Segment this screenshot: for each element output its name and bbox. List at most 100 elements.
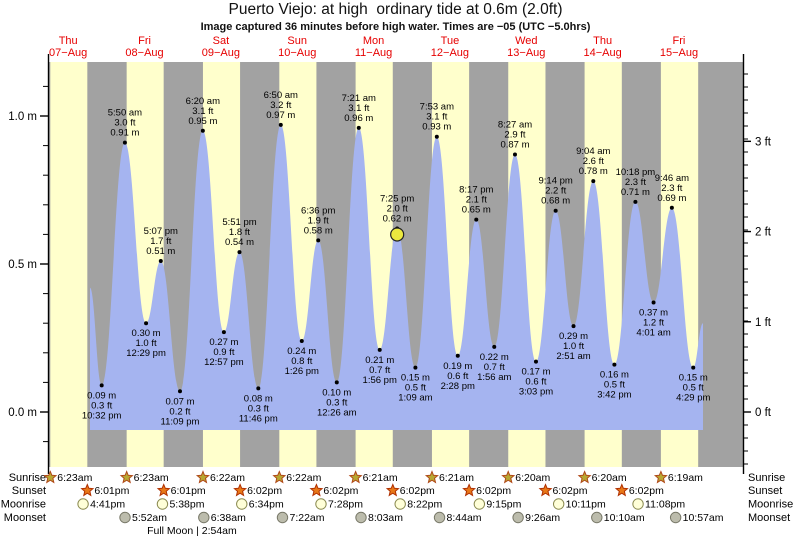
tide-annotation: 2.3 ft	[661, 183, 682, 194]
tide-annotation: 0.3 ft	[326, 397, 347, 408]
tide-extreme-dot	[144, 321, 149, 326]
tide-annotation: 1.9 ft	[308, 215, 329, 226]
sunrise-icon	[195, 470, 210, 484]
moonset-icon	[512, 511, 524, 524]
moonrise-time: 8:22pm	[407, 499, 442, 511]
sunset-time: 6:02pm	[476, 485, 511, 497]
day-label: Wed	[515, 35, 537, 47]
tide-annotation: 6:20 am	[186, 96, 220, 107]
tide-annotation: 0.97 m	[266, 110, 295, 121]
moonrise-time: 7:28pm	[328, 499, 363, 511]
moonrise-icon	[77, 498, 89, 510]
moonset-time: 5:52am	[132, 512, 167, 524]
tide-extreme-dot	[633, 199, 638, 204]
sunset-icon	[233, 483, 248, 497]
tide-annotation: 10:18 pm	[616, 167, 656, 178]
tide-annotation: 0.93 m	[422, 122, 451, 133]
tide-annotation: 0.5 ft	[405, 383, 426, 394]
tide-annotation: 5:51 pm	[222, 217, 256, 228]
tide-annotation: 0.5 ft	[683, 383, 704, 394]
tide-annotation: 0.08 m	[244, 393, 273, 404]
tide-annotation: 0.7 ft	[369, 365, 390, 376]
tide-annotation: 0.21 m	[365, 355, 394, 366]
sunrise-icon	[424, 470, 439, 484]
day-headers: Thu07−AugFri08−AugSat09−AugSun10−AugMon1…	[49, 35, 698, 59]
tide-annotation: 0.07 m	[165, 396, 194, 407]
astro-row-label-right: Sunrise	[748, 472, 785, 484]
tide-extreme-dot	[492, 344, 497, 349]
moonset-time: 10:10am	[604, 512, 645, 524]
tide-extreme-dot	[474, 217, 479, 222]
tide-annotation: 0.54 m	[225, 237, 254, 248]
astro-row-label-left: Moonrise	[1, 499, 46, 511]
tide-annotation: 12:26 am	[317, 407, 357, 418]
tide-annotation: 3.1 ft	[348, 103, 369, 114]
tide-extreme-dot	[122, 140, 127, 145]
moonrise-time: 9:15pm	[486, 499, 521, 511]
right-axis-tick-label: 2 ft	[755, 227, 772, 239]
day-date-label: 13−Aug	[507, 47, 545, 59]
day-label: Fri	[673, 35, 686, 47]
tide-extreme-dot	[691, 365, 696, 370]
sunset-time: 6:02pm	[400, 485, 435, 497]
astro-row-label-left: Sunrise	[9, 472, 46, 484]
tide-annotation: 1:09 am	[398, 393, 432, 404]
moonrise-icon	[236, 498, 248, 510]
tide-annotation: 3:42 pm	[597, 390, 631, 401]
tide-annotation: 7:21 am	[342, 93, 376, 104]
sunset-time: 6:02pm	[629, 485, 664, 497]
tide-annotation: 0.37 m	[639, 307, 668, 318]
tide-annotation: 0.15 m	[401, 373, 430, 384]
tide-annotation: 3.1 ft	[192, 106, 213, 117]
moonrise-icon	[156, 498, 169, 510]
right-axis-tick-label: 0 ft	[755, 407, 772, 419]
tide-annotation: 3.0 ft	[114, 118, 135, 129]
moonrise-time: 10:11pm	[566, 499, 606, 511]
tide-annotation: 9:04 am	[576, 146, 610, 157]
tide-annotation: 7:53 am	[420, 102, 454, 113]
tide-annotation: 0.65 m	[462, 205, 491, 216]
moonrise-time: 11:08pm	[645, 499, 685, 511]
left-axis-tick-label: 0.5 m	[8, 259, 37, 271]
moonset-icon	[198, 511, 210, 524]
sunrise-icon	[43, 470, 58, 484]
tide-annotation: 0.30 m	[132, 328, 161, 339]
tide-extreme-dot	[669, 205, 674, 210]
tide-annotation: 5:07 pm	[144, 226, 178, 237]
day-label: Sun	[287, 35, 307, 47]
tide-annotation: 11:46 pm	[239, 413, 278, 424]
right-axis-tick-label: 1 ft	[755, 317, 772, 329]
day-label: Tue	[441, 35, 460, 47]
moonrise-icon	[473, 498, 486, 510]
moonset-time: 8:03am	[368, 512, 403, 524]
tide-annotation: 2.0 ft	[387, 203, 408, 214]
tide-annotation: 0.9 ft	[213, 347, 234, 358]
moonset-icon	[355, 511, 367, 524]
tide-annotation: 6:50 am	[264, 90, 298, 101]
moonset-icon	[591, 511, 603, 524]
astro-row-label-left: Moonset	[4, 512, 46, 524]
tide-annotation: 0.17 m	[521, 367, 550, 378]
tide-annotation: 1.2 ft	[643, 317, 664, 328]
sunrise-time: 6:22am	[210, 472, 245, 484]
sunrise-icon	[119, 470, 134, 484]
tide-extreme-dot	[334, 380, 339, 385]
tide-extreme-dot	[434, 134, 439, 139]
sunset-time: 6:01pm	[94, 485, 129, 497]
tide-extreme-dot	[221, 330, 226, 335]
sunrise-icon	[501, 470, 516, 484]
moonrise-icon	[315, 498, 327, 510]
day-date-label: 07−Aug	[49, 47, 87, 59]
moonset-time: 7:22am	[289, 512, 324, 524]
moonset-time: 10:57am	[683, 512, 724, 524]
tide-annotation: 0.27 m	[209, 337, 238, 348]
day-label: Thu	[593, 35, 612, 47]
day-date-label: 08−Aug	[125, 47, 163, 59]
tide-annotation: 11:09 pm	[161, 416, 200, 427]
tide-annotation: 0.51 m	[146, 246, 175, 257]
day-date-label: 10−Aug	[278, 47, 316, 59]
tide-extreme-dot	[158, 259, 163, 264]
tide-annotation: 1.0 ft	[136, 338, 157, 349]
moonset-icon	[669, 511, 682, 524]
daylight-band	[50, 62, 88, 467]
